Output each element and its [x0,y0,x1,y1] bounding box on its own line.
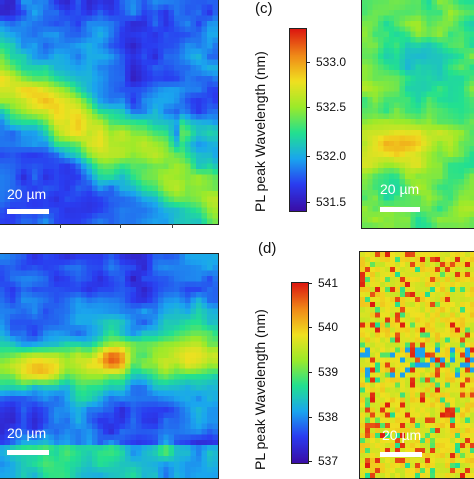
scalebar-c [380,207,420,212]
colorbar-title-d: PL peak Wavelength (nm) [252,309,268,470]
colorbar-tick-label: 541 [318,276,339,290]
colorbar-tick-label: 538 [318,410,339,424]
colorbar-tickmark [308,417,312,418]
scalebar-label-d: 20 µm [382,427,422,443]
colorbar-tick-label: 532.5 [316,100,347,114]
colorbar-tickmark [308,461,312,462]
axis-tick [60,224,61,228]
map-panel-d: 20 µm [359,251,474,479]
colorbar-tickmark [308,372,312,373]
colorbar-tickmark [308,283,312,284]
pl-map-c [362,0,474,228]
axis-tick [120,224,121,228]
colorbar-gradient-c [290,29,306,211]
colorbar-gradient-d [292,283,308,463]
colorbar-tick-label: 537 [318,454,339,468]
colorbar-tickmark [306,62,310,63]
scalebar-label-b: 20 µm [7,425,47,441]
map-panel-a: 20 µm [0,0,219,225]
colorbar-tickmark [306,202,310,203]
colorbar-c [289,28,307,212]
scalebar-label-c: 20 µm [380,181,420,197]
pl-map-a [0,0,218,224]
panel-label-c: (c) [255,0,273,17]
colorbar-tick-label: 532.0 [316,149,347,163]
map-panel-b: 20 µm [0,253,219,479]
colorbar-tick-label: 531.5 [316,195,347,209]
colorbar-tick-label: 533.0 [316,55,347,69]
axis-tick [172,224,173,228]
scalebar-d [380,452,422,457]
scalebar-label-a: 20 µm [7,186,47,202]
colorbar-d [291,282,309,464]
colorbar-tickmark [306,156,310,157]
colorbar-tickmark [308,327,312,328]
pl-map-d [360,252,474,478]
colorbar-tick-label: 539 [318,365,339,379]
scalebar-a [7,209,49,214]
pl-map-b [0,254,218,478]
colorbar-tick-label: 540 [318,320,339,334]
colorbar-tickmark [306,107,310,108]
map-panel-c: 20 µm [361,0,474,229]
colorbar-title-c: PL peak Wavelength (nm) [252,51,268,212]
panel-label-d: (d) [258,240,277,257]
scalebar-b [7,450,49,455]
